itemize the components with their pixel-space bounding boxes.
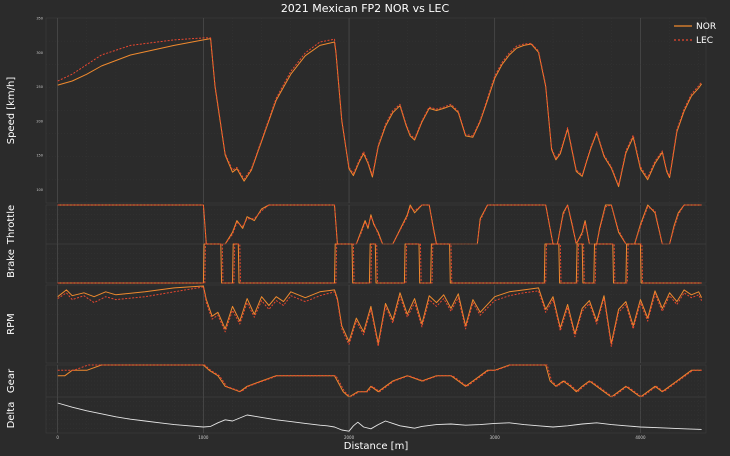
y-axis-label-rpm: RPM <box>6 313 17 335</box>
x-axis-label: Distance [m] <box>344 441 409 452</box>
y-axis-label-speed: Speed [km/h] <box>6 77 17 145</box>
series-line-brake-lec <box>57 243 702 284</box>
x-tick-label: 0 <box>56 435 59 440</box>
y-axis-label-brake: Brake <box>6 249 17 278</box>
y-tick-label: 100 <box>36 188 43 192</box>
y-tick-label: 200 <box>36 119 43 123</box>
y-tick-label: 300 <box>36 51 43 55</box>
legend-label-nor: NOR <box>696 22 716 32</box>
x-tick-label: 2000 <box>344 435 355 440</box>
series-line-delta-delta <box>57 402 702 432</box>
y-axis-label-throttle: Throttle <box>6 205 17 245</box>
series-line-gear-nor <box>57 364 702 398</box>
panels-group: 100 150 200 250 300 350 Speed [km/h] Throttle Br… <box>6 17 707 434</box>
panel-speed: 100 150 200 250 300 350 Speed [km/h] <box>6 17 707 204</box>
series-line-speed-lec <box>57 37 703 186</box>
legend: NOR LEC <box>674 22 716 46</box>
x-axis-ticks: 0 1000 2000 3000 4000 <box>56 435 646 440</box>
x-tick-label: 4000 <box>635 435 646 440</box>
x-tick-label: 1000 <box>198 435 209 440</box>
series-line-gear-lec <box>57 364 702 398</box>
panel-brake: Brake <box>6 243 707 284</box>
series-line-rpm-nor <box>57 285 703 344</box>
series-line-rpm-lec <box>57 286 703 347</box>
x-tick-label: 3000 <box>490 435 501 440</box>
panel-gear: Gear <box>6 364 707 398</box>
y-axis-label-delta: Delta <box>6 402 17 429</box>
y-axis-label-gear: Gear <box>6 368 17 393</box>
y-tick-label: 150 <box>36 154 43 158</box>
panel-throttle: Throttle <box>6 204 707 245</box>
y-tick-label: 350 <box>36 17 43 21</box>
y-tick-label: 250 <box>36 85 43 89</box>
panel-rpm: RPM <box>6 284 707 364</box>
panel-delta: Delta <box>6 396 707 434</box>
series-line-brake-nor <box>57 243 702 284</box>
chart-title: 2021 Mexican FP2 NOR vs LEC <box>281 2 450 15</box>
legend-label-lec: LEC <box>696 36 713 46</box>
